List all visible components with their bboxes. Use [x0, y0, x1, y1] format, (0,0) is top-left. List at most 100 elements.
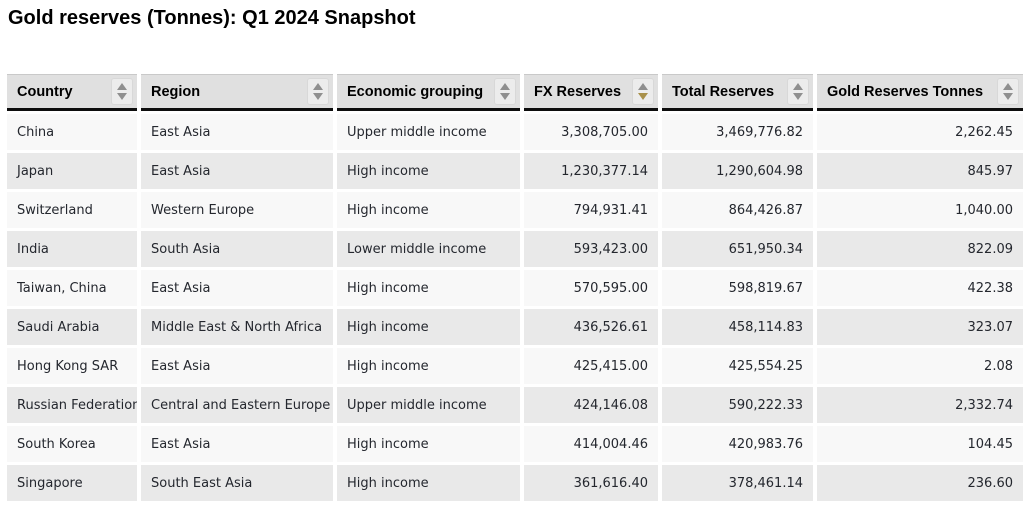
table-cell: 361,616.40: [524, 465, 658, 501]
table-row: Hong Kong SAR East Asia High income 425,…: [7, 348, 1023, 384]
sort-ascending-icon: [500, 83, 510, 90]
table-row: Saudi Arabia Middle East & North Africa …: [7, 309, 1023, 345]
column-header-economic-grouping[interactable]: Economic grouping: [337, 74, 520, 111]
column-header-total-reserves[interactable]: Total Reserves: [662, 74, 813, 111]
gold-reserves-table: Country Region Economic grouping FX: [3, 71, 1026, 504]
table-cell: 3,469,776.82: [662, 114, 813, 150]
table-cell: 3,308,705.00: [524, 114, 658, 150]
column-header-fx-reserves[interactable]: FX Reserves: [524, 74, 658, 111]
table-cell: 323.07: [817, 309, 1023, 345]
sort-descending-icon: [793, 93, 803, 100]
table-cell: High income: [337, 348, 520, 384]
table-cell: East Asia: [141, 348, 333, 384]
table-cell: 794,931.41: [524, 192, 658, 228]
table-cell: India: [7, 231, 137, 267]
sort-button[interactable]: [632, 78, 654, 105]
table-cell: South Korea: [7, 426, 137, 462]
table-cell: 593,423.00: [524, 231, 658, 267]
table-cell: South East Asia: [141, 465, 333, 501]
table-cell: 104.45: [817, 426, 1023, 462]
table-cell: 1,290,604.98: [662, 153, 813, 189]
column-header-country[interactable]: Country: [7, 74, 137, 111]
table-row: Russian Federation Central and Eastern E…: [7, 387, 1023, 423]
table-cell: 236.60: [817, 465, 1023, 501]
table-cell: 425,415.00: [524, 348, 658, 384]
table-cell: Central and Eastern Europe: [141, 387, 333, 423]
column-header-label: Economic grouping: [347, 83, 484, 100]
table-row: India South Asia Lower middle income 593…: [7, 231, 1023, 267]
table-cell: High income: [337, 270, 520, 306]
column-header-region[interactable]: Region: [141, 74, 333, 111]
sort-ascending-icon: [638, 83, 648, 90]
sort-descending-icon: [313, 93, 323, 100]
table-container: Country Region Economic grouping FX: [3, 71, 1026, 504]
table-cell: China: [7, 114, 137, 150]
table-cell: East Asia: [141, 426, 333, 462]
table-cell: 845.97: [817, 153, 1023, 189]
table-cell: 590,222.33: [662, 387, 813, 423]
sort-button[interactable]: [787, 78, 809, 105]
sort-descending-icon: [638, 93, 648, 100]
table-cell: High income: [337, 192, 520, 228]
table-cell: Japan: [7, 153, 137, 189]
table-cell: Lower middle income: [337, 231, 520, 267]
table-cell: East Asia: [141, 270, 333, 306]
column-header-label: Gold Reserves Tonnes: [827, 83, 984, 100]
sort-descending-icon: [500, 93, 510, 100]
column-header-label: FX Reserves: [534, 83, 622, 100]
table-cell: 378,461.14: [662, 465, 813, 501]
sort-descending-icon: [117, 93, 127, 100]
page-title: Gold reserves (Tonnes): Q1 2024 Snapshot: [8, 7, 416, 29]
table-cell: Russian Federation: [7, 387, 137, 423]
table-cell: Singapore: [7, 465, 137, 501]
table-cell: 1,040.00: [817, 192, 1023, 228]
table-cell: 414,004.46: [524, 426, 658, 462]
sort-button[interactable]: [111, 78, 133, 105]
table-cell: 598,819.67: [662, 270, 813, 306]
sort-ascending-icon: [117, 83, 127, 90]
table-cell: East Asia: [141, 153, 333, 189]
sort-ascending-icon: [313, 83, 323, 90]
column-header-label: Country: [17, 83, 73, 100]
table-cell: 570,595.00: [524, 270, 658, 306]
table-cell: 822.09: [817, 231, 1023, 267]
table-cell: High income: [337, 426, 520, 462]
table-cell: Saudi Arabia: [7, 309, 137, 345]
table-cell: Hong Kong SAR: [7, 348, 137, 384]
table-body: China East Asia Upper middle income 3,30…: [7, 114, 1023, 501]
table-cell: 2,332.74: [817, 387, 1023, 423]
table-cell: Western Europe: [141, 192, 333, 228]
table-cell: High income: [337, 153, 520, 189]
table-cell: High income: [337, 309, 520, 345]
sort-button[interactable]: [494, 78, 516, 105]
sort-button[interactable]: [997, 78, 1019, 105]
column-header-label: Total Reserves: [672, 83, 775, 100]
table-cell: 2.08: [817, 348, 1023, 384]
table-cell: High income: [337, 465, 520, 501]
table-cell: 864,426.87: [662, 192, 813, 228]
table-cell: Upper middle income: [337, 114, 520, 150]
header-row: Country Region Economic grouping FX: [7, 74, 1023, 111]
table-cell: East Asia: [141, 114, 333, 150]
table-cell: Taiwan, China: [7, 270, 137, 306]
table-row: China East Asia Upper middle income 3,30…: [7, 114, 1023, 150]
table-row: South Korea East Asia High income 414,00…: [7, 426, 1023, 462]
table-cell: 1,230,377.14: [524, 153, 658, 189]
table-cell: 420,983.76: [662, 426, 813, 462]
sort-descending-icon: [1003, 93, 1013, 100]
table-cell: 422.38: [817, 270, 1023, 306]
table-row: Taiwan, China East Asia High income 570,…: [7, 270, 1023, 306]
table-cell: Middle East & North Africa: [141, 309, 333, 345]
sort-ascending-icon: [793, 83, 803, 90]
sort-ascending-icon: [1003, 83, 1013, 90]
table-row: Japan East Asia High income 1,230,377.14…: [7, 153, 1023, 189]
table-cell: 436,526.61: [524, 309, 658, 345]
column-header-label: Region: [151, 83, 201, 100]
table-row: Singapore South East Asia High income 36…: [7, 465, 1023, 501]
table-cell: 651,950.34: [662, 231, 813, 267]
table-row: Switzerland Western Europe High income 7…: [7, 192, 1023, 228]
column-header-gold-reserves-tonnes[interactable]: Gold Reserves Tonnes: [817, 74, 1023, 111]
sort-button[interactable]: [307, 78, 329, 105]
table-cell: 425,554.25: [662, 348, 813, 384]
table-cell: South Asia: [141, 231, 333, 267]
